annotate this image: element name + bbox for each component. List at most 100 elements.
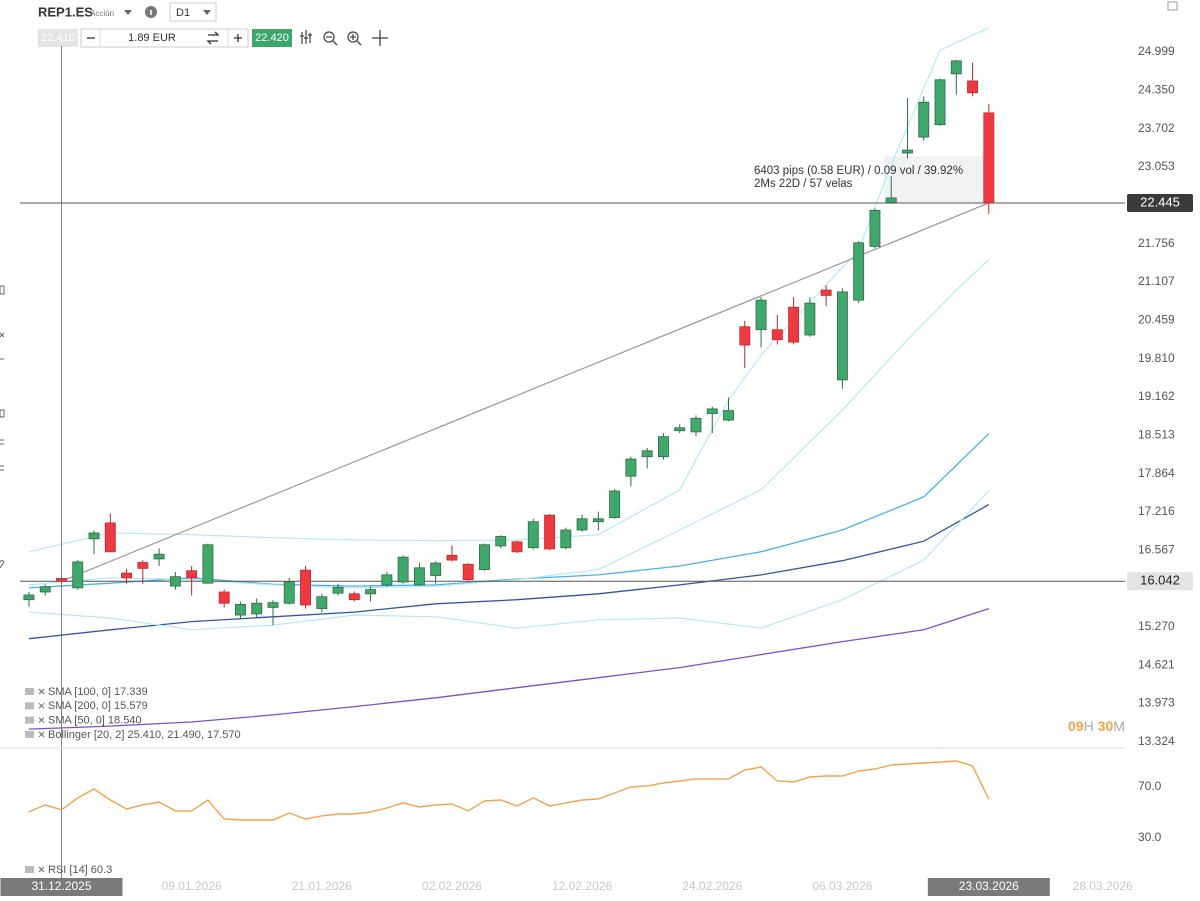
moving-average	[28, 504, 990, 640]
candle-body	[836, 291, 848, 381]
instrument-kind: Acción	[90, 9, 114, 18]
y-tick-label: 17.864	[1138, 466, 1175, 480]
x-tick-highlight	[0, 878, 123, 896]
y-tick-label: 23.702	[1138, 121, 1175, 135]
zoom-in-icon[interactable]	[347, 31, 359, 43]
left-tools	[0, 285, 5, 569]
candle-body	[251, 602, 263, 615]
y-tick-label: 24.999	[1138, 44, 1175, 58]
candle-body	[218, 591, 230, 604]
candle-body	[479, 544, 490, 570]
y-tick-label: 19.162	[1138, 389, 1175, 403]
y-tick-label: 21.107	[1138, 274, 1175, 288]
zoom-in-mark	[350, 34, 362, 46]
candle-body	[804, 302, 816, 336]
candle-body	[365, 589, 377, 595]
countdown-hours: 09	[1068, 718, 1084, 734]
candle-body	[300, 569, 311, 606]
y-tick-label: 70.0	[1138, 779, 1162, 793]
candle-body	[137, 562, 149, 569]
candle-body	[592, 518, 604, 523]
legend-icon	[25, 688, 34, 695]
candle-body	[706, 408, 718, 414]
y-tick-label: 20.459	[1138, 312, 1175, 326]
candle-body	[950, 60, 962, 75]
measure-area	[883, 156, 989, 203]
zoom-out-mark	[326, 36, 338, 46]
candle-body	[397, 556, 409, 583]
legend-close	[38, 688, 45, 695]
candle-body	[283, 581, 295, 604]
x-tick-label: 21.01.2026	[292, 879, 352, 893]
candle-body	[511, 541, 523, 553]
window-icon[interactable]	[1167, 1, 1178, 11]
candle-body	[153, 553, 165, 560]
buy-price: 22.420	[255, 32, 289, 44]
symbol[interactable]: REP1.ES	[38, 4, 93, 19]
price-marker-label: 16.042	[1140, 573, 1180, 588]
candle-body	[88, 532, 100, 540]
candle-body	[967, 80, 979, 94]
y-tick-label: 23.053	[1138, 159, 1175, 173]
y-tick-label: 14.621	[1138, 657, 1175, 671]
legend-icon	[25, 702, 34, 710]
measure-line	[61, 202, 990, 582]
candle-body	[316, 596, 328, 609]
legend-icon	[25, 730, 34, 738]
candle-body	[576, 518, 588, 531]
candle-body	[186, 570, 198, 579]
legend-entry: RSI [14] 60.3	[48, 864, 112, 876]
info-icon-mark	[150, 10, 152, 15]
legend-close	[38, 731, 45, 738]
bollinger-band	[28, 27, 990, 553]
candle-body	[332, 586, 344, 594]
candle-body	[820, 289, 832, 296]
candle-body	[853, 242, 865, 301]
countdown-m: M	[1113, 718, 1125, 734]
timeframe: D1	[176, 7, 190, 19]
candle-body	[202, 544, 214, 584]
countdown-minutes: 30	[1098, 718, 1114, 734]
price-marker	[1127, 193, 1193, 212]
zoom-out-icon[interactable]	[323, 31, 335, 43]
x-tick-highlight	[927, 878, 1050, 896]
rsi-line	[28, 760, 990, 821]
y-tick-label: 17.216	[1138, 504, 1175, 518]
candle-body	[169, 576, 181, 587]
quantity-box[interactable]	[80, 28, 249, 48]
x-tick-label: 23.03.2026	[959, 879, 1019, 893]
candle-body	[885, 197, 897, 204]
candle-body	[771, 329, 783, 341]
swap-icon[interactable]	[206, 31, 220, 45]
legend-icon	[25, 716, 34, 724]
chart-type-icon[interactable]	[300, 30, 312, 44]
buy-button[interactable]	[252, 29, 292, 47]
candle-body	[462, 563, 474, 581]
candle-body	[658, 436, 669, 458]
x-tick-label: 02.02.2026	[422, 879, 482, 893]
legend-close	[38, 717, 45, 723]
candle-body	[869, 209, 881, 247]
price-marker-label: 22.445	[1140, 194, 1180, 209]
legend-entry: SMA [100, 0] 17.339	[48, 686, 148, 698]
plus-icon[interactable]	[234, 34, 242, 42]
x-tick-label: 24.02.2026	[682, 879, 742, 893]
candle-body	[39, 586, 51, 593]
candle-body	[641, 450, 653, 458]
pan-icon[interactable]	[372, 30, 388, 46]
sell-button[interactable]	[38, 29, 78, 47]
dropdown-arrow[interactable]	[124, 10, 132, 15]
measure-annotation: 2Ms 22D / 57 velas	[754, 178, 853, 190]
candle-body	[544, 514, 556, 550]
candle-body	[104, 522, 116, 553]
x-tick-label: 09.01.2026	[162, 879, 222, 893]
candle-body	[267, 602, 279, 608]
timeframe-select[interactable]	[169, 2, 217, 22]
candle-body	[381, 574, 393, 586]
countdown: 09H 30M	[1068, 718, 1125, 734]
candle-body	[23, 594, 35, 601]
candle-body	[674, 427, 686, 432]
legend-entry: SMA [200, 0] 15.579	[48, 700, 148, 712]
price-marker	[1127, 572, 1193, 591]
